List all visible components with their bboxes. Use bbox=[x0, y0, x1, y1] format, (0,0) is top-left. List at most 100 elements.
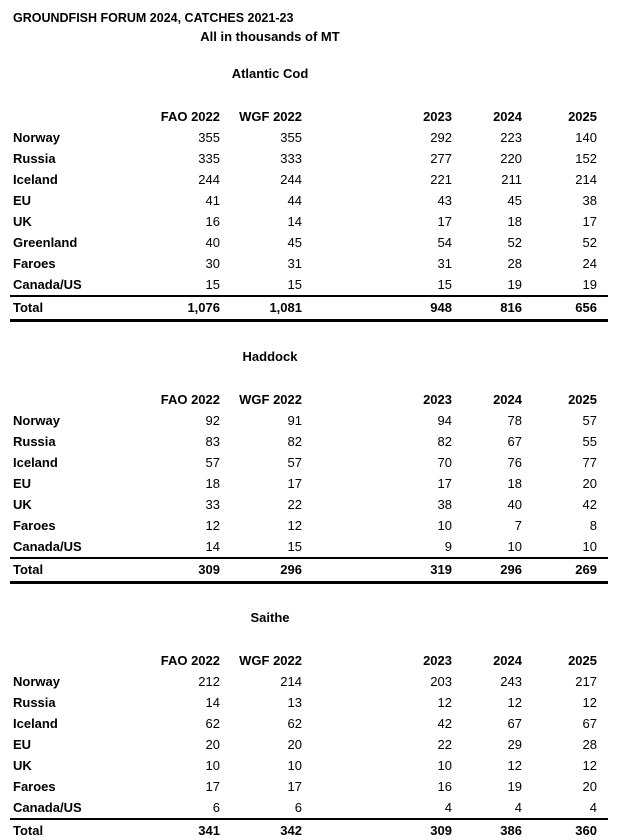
value-cell: 45 bbox=[287, 235, 302, 250]
value-cell: 10 bbox=[507, 539, 522, 554]
row-label: Iceland bbox=[13, 172, 58, 187]
table-row: Greenland 40 45 54 52 52 bbox=[10, 232, 608, 253]
value-cell: 91 bbox=[287, 413, 302, 428]
value-cell: 67 bbox=[507, 434, 522, 449]
total-value-cell: 309 bbox=[302, 818, 452, 840]
value-cell: 17 bbox=[205, 779, 220, 794]
table-row: Faroes 17 17 16 19 20 bbox=[10, 776, 608, 797]
value-cell: 31 bbox=[287, 256, 302, 271]
value-cell: 45 bbox=[507, 193, 522, 208]
value-cell: 244 bbox=[198, 172, 220, 187]
value-cell: 40 bbox=[205, 235, 220, 250]
row-label: Russia bbox=[13, 695, 56, 710]
row-label: Canada/US bbox=[13, 800, 82, 815]
table-row: Canada/US 15 15 15 19 19 bbox=[10, 274, 608, 296]
row-label: UK bbox=[13, 214, 32, 229]
value-cell: 67 bbox=[507, 716, 522, 731]
value-cell: 22 bbox=[287, 497, 302, 512]
column-header-row: FAO 2022 WGF 2022 2023 2024 2025 bbox=[10, 106, 608, 127]
table-row: Russia 83 82 82 67 55 bbox=[10, 431, 608, 452]
value-cell: 243 bbox=[500, 674, 522, 689]
table-row: Canada/US 14 15 9 10 10 bbox=[10, 536, 608, 558]
value-cell: 8 bbox=[589, 518, 597, 533]
total-row: Total 1,076 1,081 948 816 656 bbox=[10, 295, 608, 322]
value-cell: 57 bbox=[582, 413, 597, 428]
value-cell: 17 bbox=[437, 476, 452, 491]
row-label: Russia bbox=[13, 434, 56, 449]
column-header: 2023 bbox=[423, 392, 452, 407]
value-cell: 4 bbox=[444, 800, 452, 815]
value-cell: 29 bbox=[507, 737, 522, 752]
value-cell: 4 bbox=[589, 800, 597, 815]
value-cell: 19 bbox=[507, 277, 522, 292]
value-cell: 24 bbox=[582, 256, 597, 271]
value-cell: 82 bbox=[287, 434, 302, 449]
column-header-row: FAO 2022 WGF 2022 2023 2024 2025 bbox=[10, 650, 608, 671]
column-header-row: FAO 2022 WGF 2022 2023 2024 2025 bbox=[10, 389, 608, 410]
table-row: Norway 92 91 94 78 57 bbox=[10, 410, 608, 431]
value-cell: 77 bbox=[582, 455, 597, 470]
total-value-cell: 656 bbox=[522, 295, 608, 322]
total-value-cell: 309 bbox=[140, 557, 220, 584]
value-cell: 10 bbox=[437, 758, 452, 773]
column-header: 2023 bbox=[423, 653, 452, 668]
table-row: Russia 335 333 277 220 152 bbox=[10, 148, 608, 169]
value-cell: 92 bbox=[205, 413, 220, 428]
row-label: Faroes bbox=[13, 518, 56, 533]
value-cell: 6 bbox=[212, 800, 220, 815]
value-cell: 94 bbox=[437, 413, 452, 428]
value-cell: 17 bbox=[582, 214, 597, 229]
row-label: Canada/US bbox=[13, 539, 82, 554]
value-cell: 20 bbox=[287, 737, 302, 752]
total-value-cell: 816 bbox=[452, 295, 522, 322]
species-section-atlantic-cod: Atlantic Cod FAO 2022 WGF 2022 2023 2024 2025… bbox=[10, 66, 608, 322]
column-header: 2024 bbox=[493, 653, 522, 668]
value-cell: 6 bbox=[294, 800, 302, 815]
value-cell: 19 bbox=[582, 277, 597, 292]
total-value-cell: 360 bbox=[522, 818, 608, 840]
species-title: Haddock bbox=[242, 349, 298, 364]
column-header: 2025 bbox=[568, 392, 597, 407]
column-header: 2025 bbox=[568, 653, 597, 668]
value-cell: 12 bbox=[582, 695, 597, 710]
value-cell: 17 bbox=[437, 214, 452, 229]
total-label: Total bbox=[10, 557, 140, 584]
value-cell: 22 bbox=[437, 737, 452, 752]
value-cell: 54 bbox=[437, 235, 452, 250]
value-cell: 13 bbox=[287, 695, 302, 710]
value-cell: 17 bbox=[287, 476, 302, 491]
value-cell: 67 bbox=[582, 716, 597, 731]
value-cell: 82 bbox=[437, 434, 452, 449]
species-title: Saithe bbox=[250, 610, 290, 625]
table-row: Canada/US 6 6 4 4 4 bbox=[10, 797, 608, 819]
value-cell: 9 bbox=[444, 539, 452, 554]
column-header: WGF 2022 bbox=[239, 653, 302, 668]
value-cell: 15 bbox=[205, 277, 220, 292]
table-row: Iceland 62 62 42 67 67 bbox=[10, 713, 608, 734]
row-label: Iceland bbox=[13, 716, 58, 731]
table-row: UK 10 10 10 12 12 bbox=[10, 755, 608, 776]
value-cell: 152 bbox=[575, 151, 597, 166]
row-label: Iceland bbox=[13, 455, 58, 470]
catch-table-atlantic-cod: FAO 2022 WGF 2022 2023 2024 2025 Norway 355 355… bbox=[10, 106, 608, 322]
value-cell: 62 bbox=[205, 716, 220, 731]
table-row: Russia 14 13 12 12 12 bbox=[10, 692, 608, 713]
value-cell: 277 bbox=[430, 151, 452, 166]
row-label: EU bbox=[13, 476, 32, 491]
value-cell: 57 bbox=[205, 455, 220, 470]
value-cell: 10 bbox=[437, 518, 452, 533]
species-section-haddock: Haddock FAO 2022 WGF 2022 2023 2024 2025 Norwa… bbox=[10, 349, 608, 584]
value-cell: 43 bbox=[437, 193, 452, 208]
value-cell: 12 bbox=[507, 695, 522, 710]
row-label: UK bbox=[13, 758, 32, 773]
value-cell: 10 bbox=[205, 758, 220, 773]
value-cell: 62 bbox=[287, 716, 302, 731]
corner-cell bbox=[10, 650, 140, 671]
value-cell: 214 bbox=[575, 172, 597, 187]
value-cell: 44 bbox=[287, 193, 302, 208]
row-label: Norway bbox=[13, 413, 60, 428]
row-label: Norway bbox=[13, 674, 60, 689]
row-label: UK bbox=[13, 497, 32, 512]
value-cell: 12 bbox=[582, 758, 597, 773]
total-value-cell: 1,076 bbox=[140, 295, 220, 322]
